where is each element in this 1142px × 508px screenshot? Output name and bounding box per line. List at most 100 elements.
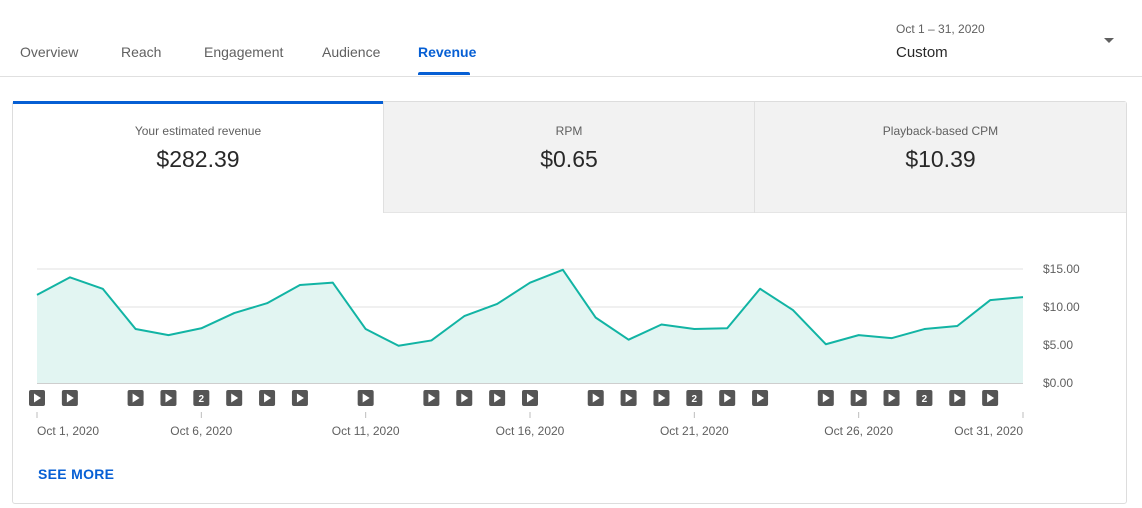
video-marker[interactable] [850, 390, 867, 406]
video-marker[interactable] [291, 390, 308, 406]
metric-divider [383, 102, 384, 213]
see-more-link[interactable]: SEE MORE [38, 466, 115, 482]
data-point [298, 283, 301, 286]
video-marker[interactable] [620, 390, 637, 406]
metric-playback-cpm[interactable]: Playback-based CPM $10.39 [755, 102, 1126, 213]
revenue-area [37, 269, 1023, 383]
analytics-tab-bar: Overview Reach Engagement Audience Reven… [0, 0, 1142, 77]
play-icon [264, 393, 272, 403]
play-icon [34, 393, 41, 403]
play-icon [461, 393, 469, 403]
tab-engagement[interactable]: Engagement [204, 44, 284, 60]
data-point [561, 268, 564, 271]
selected-metric-indicator [13, 101, 383, 104]
x-tick-label: Oct 26, 2020 [824, 424, 893, 438]
data-point [233, 312, 236, 315]
play-icon [66, 393, 74, 403]
video-marker[interactable] [522, 390, 538, 406]
video-marker[interactable]: 2 [193, 390, 210, 406]
play-icon [428, 393, 436, 403]
x-tick-label: Oct 6, 2020 [170, 424, 232, 438]
data-point [36, 293, 39, 296]
video-marker[interactable] [587, 390, 604, 406]
tab-reach[interactable]: Reach [121, 44, 162, 60]
x-tick-label: Oct 11, 2020 [332, 424, 400, 438]
metric-rpm[interactable]: RPM $0.65 [384, 102, 754, 213]
data-point [397, 344, 400, 347]
tab-overview[interactable]: Overview [20, 44, 79, 60]
y-tick-label: $15.00 [1043, 262, 1080, 276]
video-marker-box [193, 390, 210, 406]
video-marker[interactable] [29, 390, 45, 406]
data-point [101, 287, 104, 290]
data-point [824, 343, 827, 346]
play-icon [296, 393, 304, 403]
chevron-down-icon [1104, 38, 1114, 43]
video-marker[interactable] [160, 390, 177, 406]
play-icon [231, 393, 239, 403]
data-point [594, 316, 597, 319]
play-icon [494, 393, 502, 403]
tab-audience[interactable]: Audience [322, 44, 381, 60]
video-marker[interactable]: 2 [916, 390, 933, 406]
video-marker[interactable] [982, 390, 999, 406]
video-marker[interactable] [949, 390, 966, 406]
revenue-chart: $0.00 $5.00 $10.00 $15.00 2 2 2 Oct 1, 2020 Oct … [29, 262, 1080, 438]
revenue-line [36, 268, 1024, 347]
page-title-fragment [0, 0, 200, 6]
tab-revenue[interactable]: Revenue [418, 44, 477, 60]
video-marker[interactable] [883, 390, 900, 406]
video-count-label: 2 [692, 394, 698, 405]
data-point [956, 325, 959, 328]
play-icon [822, 393, 830, 403]
data-point [1022, 296, 1025, 299]
data-point [529, 281, 532, 284]
video-marker[interactable] [489, 390, 506, 406]
play-icon [757, 393, 765, 403]
data-point [726, 327, 729, 330]
video-count-label: 2 [922, 394, 928, 405]
data-point [890, 337, 893, 340]
data-point [331, 281, 334, 284]
play-icon [658, 393, 666, 403]
play-icon [954, 393, 962, 403]
play-icon [132, 393, 140, 403]
video-marker[interactable] [61, 390, 78, 406]
play-icon [362, 393, 370, 403]
play-icon [855, 393, 863, 403]
date-range-picker[interactable]: Oct 1 – 31, 2020 Custom [896, 20, 1122, 68]
x-tick-label: Oct 16, 2020 [496, 424, 565, 438]
video-marker[interactable] [226, 390, 243, 406]
play-icon [987, 393, 995, 403]
video-marker[interactable]: 2 [686, 390, 703, 406]
play-icon [625, 393, 633, 403]
video-marker[interactable] [456, 390, 473, 406]
metric-estimated-revenue[interactable]: Your estimated revenue $282.39 [13, 101, 383, 213]
video-marker[interactable] [653, 390, 670, 406]
data-point [791, 309, 794, 312]
video-marker[interactable] [127, 390, 144, 406]
data-point [923, 328, 926, 331]
video-marker[interactable] [357, 390, 374, 406]
date-mode-text: Custom [896, 44, 948, 61]
x-tick-label: Oct 31, 2020 [954, 424, 1023, 438]
video-count-label: 2 [199, 394, 205, 405]
metric-label: RPM [555, 124, 583, 138]
metric-value: $10.39 [905, 146, 976, 172]
video-marker[interactable] [259, 390, 276, 406]
video-marker[interactable] [817, 390, 834, 406]
data-point [759, 287, 762, 290]
data-point [693, 328, 696, 331]
revenue-card: Your estimated revenue $282.39 RPM $0.65… [12, 101, 1127, 504]
metric-divider [754, 102, 755, 213]
x-tick-label: Oct 21, 2020 [660, 424, 729, 438]
video-marker[interactable] [752, 390, 769, 406]
y-tick-label: $5.00 [1043, 338, 1073, 352]
y-tick-label: $0.00 [1043, 376, 1073, 390]
video-marker[interactable] [719, 390, 736, 406]
video-marker[interactable] [423, 390, 440, 406]
data-point [660, 323, 663, 326]
active-tab-indicator [418, 72, 470, 75]
x-tick-label: Oct 1, 2020 [37, 424, 99, 438]
y-tick-label: $10.00 [1043, 300, 1080, 314]
